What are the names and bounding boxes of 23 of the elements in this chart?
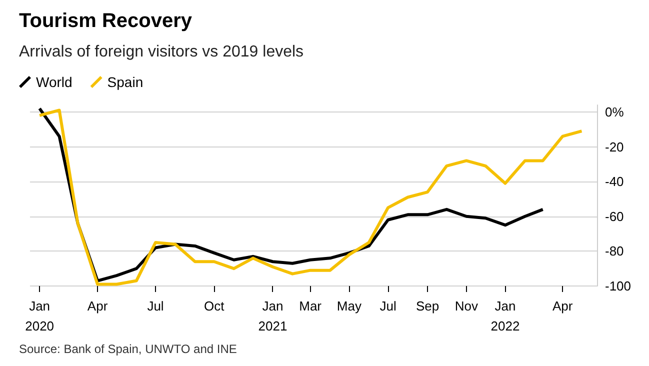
x-tick-label: Jan 2021 bbox=[258, 298, 288, 334]
y-tick-label: 0% bbox=[605, 104, 624, 120]
x-tick-label: Sep bbox=[416, 298, 440, 314]
y-tick-label: -20 bbox=[605, 139, 624, 154]
y-tick-label: -60 bbox=[605, 208, 624, 224]
x-tick-label: Oct bbox=[204, 298, 225, 314]
x-tick-label: Jul bbox=[147, 298, 164, 314]
x-tick-label: Apr bbox=[87, 298, 108, 314]
x-tick-label: Apr bbox=[552, 298, 574, 314]
chart-title: Tourism Recovery bbox=[19, 10, 193, 32]
y-tick-label: -80 bbox=[605, 244, 624, 259]
x-tick-label: Nov bbox=[454, 298, 478, 314]
x-tick-label: Jan 2020 bbox=[25, 298, 54, 334]
legend-label: Spain bbox=[107, 74, 144, 90]
x-tick-label: Jul bbox=[380, 298, 396, 314]
y-tick-label: -40 bbox=[605, 174, 624, 190]
x-tick-label: May bbox=[336, 298, 362, 314]
x-tick-label: Mar bbox=[299, 298, 322, 314]
source-note: Source: Bank of Spain, UNWTO and INE bbox=[19, 342, 237, 356]
x-tick-label: Jan 2022 bbox=[490, 298, 520, 334]
legend-label: World bbox=[36, 74, 72, 90]
y-tick-label: -100 bbox=[605, 278, 632, 294]
chart-subtitle: Arrivals of foreign visitors vs 2019 levels bbox=[19, 44, 304, 60]
